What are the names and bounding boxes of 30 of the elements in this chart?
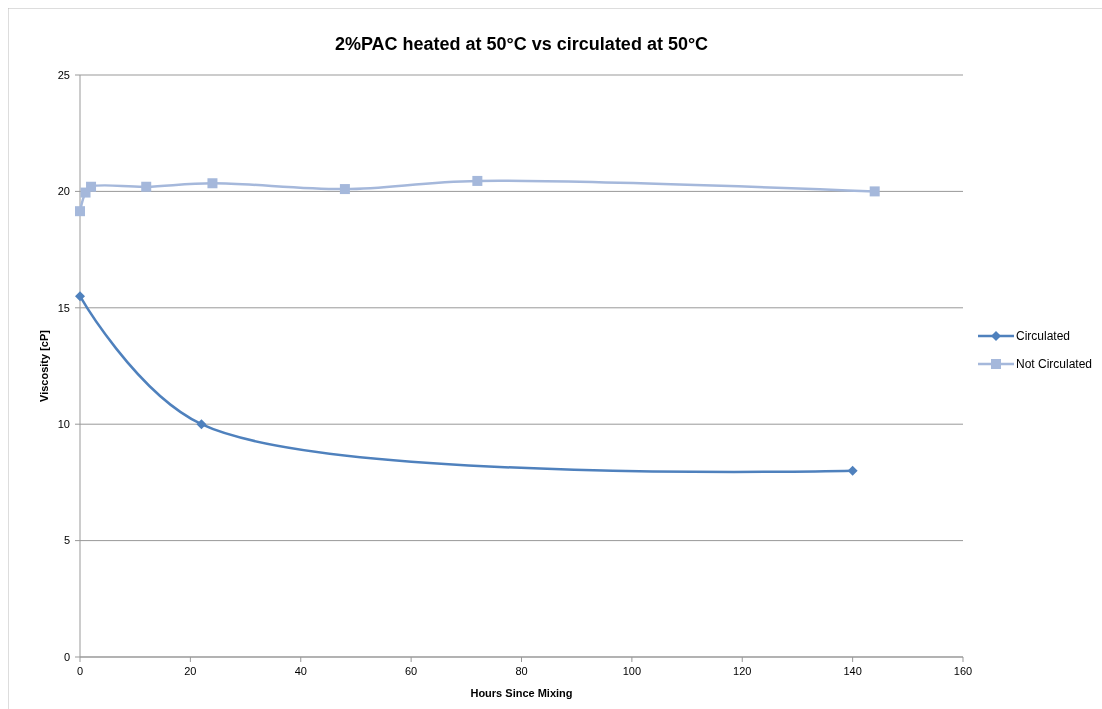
point [869,186,880,197]
y-tick-label: 25 [57,68,70,81]
x-tick-label: 60 [405,665,418,677]
x-tick-label: 160 [953,665,973,677]
x-tick-label: 20 [184,665,197,677]
point [339,184,350,195]
x-tick-label: 40 [294,665,307,677]
point [75,291,85,302]
point [207,178,218,189]
point [75,206,85,217]
y-tick-label: 15 [57,301,70,314]
chart-title: 2%PAC heated at 50°C vs circulated at 50°C [334,34,709,54]
x-tick-label: 140 [843,665,862,677]
legend-label: Not Circulated [1016,357,1093,372]
point [196,419,207,430]
x-tick-label: 120 [733,665,752,677]
point [141,181,152,192]
x-tick-label: 100 [622,665,642,677]
x-tick-label: 0 [76,665,84,677]
point [86,181,97,192]
y-tick-label: 10 [57,418,70,431]
y-axis-title: Viscosity [cP] [38,329,50,402]
point [472,175,483,186]
legend-label: Circulated [1016,329,1071,344]
y-tick-label: 0 [63,650,70,663]
y-tick-label: 5 [63,534,70,547]
point [847,465,858,476]
x-tick-label: 80 [515,665,528,677]
y-tick-label: 20 [57,185,70,198]
x-axis-title: Hours Since Mixing [470,687,573,699]
